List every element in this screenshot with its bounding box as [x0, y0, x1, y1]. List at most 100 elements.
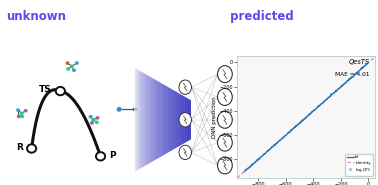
Point — [319, 102, 325, 105]
Point — [341, 83, 347, 86]
Polygon shape — [152, 78, 153, 162]
Polygon shape — [137, 69, 138, 170]
Point — [288, 128, 294, 131]
Point — [242, 170, 248, 173]
Point — [257, 156, 263, 159]
Point — [290, 128, 296, 131]
Polygon shape — [139, 70, 140, 169]
Point — [350, 75, 356, 78]
Point — [302, 117, 308, 120]
Point — [333, 89, 339, 92]
Point — [259, 154, 265, 157]
Circle shape — [133, 107, 137, 111]
Point — [311, 109, 317, 112]
Point — [254, 159, 260, 162]
Point — [318, 103, 324, 106]
Point — [273, 143, 279, 146]
Point — [246, 166, 252, 169]
Point — [330, 92, 336, 95]
Polygon shape — [178, 93, 179, 147]
Point — [298, 120, 304, 123]
Point — [342, 81, 349, 84]
Point — [264, 150, 270, 153]
Point — [261, 153, 267, 156]
Polygon shape — [184, 97, 185, 143]
Point — [351, 74, 357, 77]
Polygon shape — [180, 94, 181, 145]
Point — [277, 139, 283, 142]
Point — [328, 93, 335, 96]
Polygon shape — [169, 88, 170, 152]
Polygon shape — [189, 99, 190, 140]
Point — [313, 107, 319, 110]
Point — [284, 133, 290, 136]
Point — [271, 144, 277, 147]
Polygon shape — [175, 91, 176, 148]
Polygon shape — [174, 90, 175, 149]
Circle shape — [65, 61, 70, 65]
Point — [282, 135, 288, 138]
Polygon shape — [171, 89, 172, 151]
Circle shape — [90, 121, 94, 125]
Circle shape — [75, 61, 79, 65]
Polygon shape — [187, 98, 188, 141]
Point — [325, 97, 331, 100]
Polygon shape — [161, 83, 162, 157]
Point — [336, 87, 342, 90]
Point — [270, 145, 276, 148]
Point — [249, 164, 255, 166]
Point — [361, 65, 367, 68]
Point — [322, 99, 328, 102]
Polygon shape — [160, 83, 161, 157]
Point — [255, 158, 261, 161]
Point — [290, 127, 296, 130]
Point — [279, 137, 285, 139]
Point — [266, 148, 273, 151]
Point — [286, 131, 292, 134]
Point — [323, 99, 329, 102]
Point — [275, 141, 281, 144]
Point — [304, 115, 310, 118]
Point — [296, 122, 302, 125]
Point — [299, 119, 305, 122]
Point — [300, 119, 306, 122]
Point — [290, 127, 296, 130]
Polygon shape — [134, 68, 135, 172]
Text: MAE = 4.01: MAE = 4.01 — [335, 72, 370, 77]
Circle shape — [17, 115, 21, 118]
Point — [304, 115, 310, 118]
Circle shape — [20, 115, 24, 118]
Polygon shape — [153, 79, 154, 161]
Point — [244, 168, 250, 171]
Point — [263, 151, 269, 154]
Point — [353, 72, 359, 75]
Point — [292, 126, 298, 129]
Polygon shape — [151, 77, 152, 162]
Point — [320, 101, 326, 104]
Text: R: R — [16, 143, 23, 152]
Point — [331, 91, 337, 94]
Point — [287, 130, 293, 133]
Point — [302, 116, 308, 119]
Point — [355, 70, 361, 73]
Point — [299, 119, 305, 122]
Point — [273, 142, 279, 145]
Point — [363, 63, 369, 66]
Circle shape — [218, 111, 232, 128]
Point — [347, 77, 353, 80]
Point — [324, 98, 330, 101]
Point — [267, 147, 273, 150]
Point — [326, 96, 332, 99]
Point — [291, 126, 297, 129]
Point — [337, 86, 343, 89]
Point — [306, 113, 312, 116]
Polygon shape — [186, 97, 187, 142]
Text: ML: ML — [197, 10, 216, 23]
Polygon shape — [166, 86, 167, 154]
Point — [256, 158, 262, 161]
Point — [346, 78, 352, 81]
Point — [334, 88, 340, 91]
Circle shape — [72, 68, 76, 72]
Point — [265, 149, 271, 152]
Point — [291, 126, 297, 129]
